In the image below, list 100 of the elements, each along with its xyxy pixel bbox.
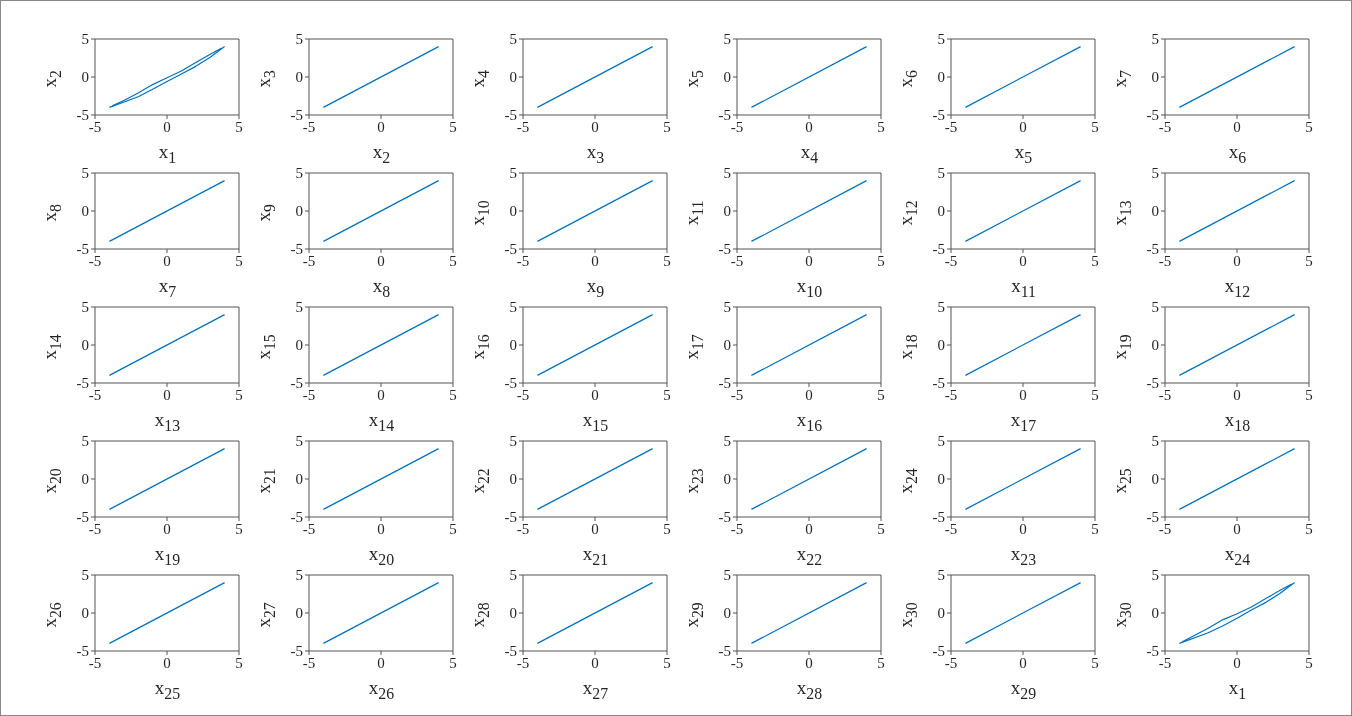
y-tick-label: 0: [295, 69, 303, 86]
y-tick-label: 5: [295, 433, 303, 450]
y-tick-label: 5: [937, 165, 945, 182]
x-tick-label: 5: [877, 520, 885, 537]
x-tick-label: 0: [805, 118, 813, 135]
y-tick-label: 5: [1151, 165, 1159, 182]
x-axis-title: x$_{3}$: [585, 141, 606, 168]
x-tick-label: 0: [377, 118, 385, 135]
x-axis-title: x$_{15}$: [581, 409, 610, 436]
y-tick-label: -5: [504, 241, 517, 258]
x-axis-title: x$_{19}$: [153, 543, 182, 570]
y-tick-label: 5: [1151, 567, 1159, 584]
x-axis-title: x$_{20}$: [367, 543, 396, 570]
y-tick-label: 5: [295, 31, 303, 48]
y-tick-label: -5: [76, 375, 89, 392]
y-tick-label: -5: [504, 107, 517, 124]
x-axis-title: x$_{1}$: [1227, 677, 1248, 704]
x-tick-label: 5: [449, 654, 457, 671]
y-tick-label: 0: [295, 605, 303, 622]
x-axis-title: x$_{27}$: [581, 677, 610, 704]
y-tick-label: -5: [290, 643, 303, 660]
x-axis-title: x$_{26}$: [367, 677, 396, 704]
x-tick-label: 0: [377, 520, 385, 537]
x-tick-label: 5: [663, 118, 671, 135]
x-axis-title: x$_{7}$: [157, 275, 178, 302]
x-axis-title: x$_{24}$: [1223, 543, 1252, 570]
x-axis-title: x$_{4}$: [799, 141, 820, 168]
y-tick-label: 5: [1151, 31, 1159, 48]
y-tick-label: 0: [1151, 337, 1159, 354]
x-axis-title: x$_{14}$: [367, 409, 396, 436]
y-tick-label: 0: [1151, 203, 1159, 220]
x-tick-label: 5: [449, 252, 457, 269]
y-tick-label: 5: [509, 299, 517, 316]
x-tick-label: 0: [591, 520, 599, 537]
x-tick-label: 5: [235, 520, 243, 537]
x-tick-label: 0: [1233, 520, 1241, 537]
x-tick-label: 0: [805, 252, 813, 269]
x-tick-label: 5: [1305, 386, 1313, 403]
x-tick-label: 5: [1091, 118, 1099, 135]
y-tick-label: -5: [504, 643, 517, 660]
y-tick-label: 5: [1151, 299, 1159, 316]
x-axis-title: x$_{2}$: [371, 141, 392, 168]
y-tick-label: -5: [1146, 643, 1159, 660]
x-tick-label: 0: [1233, 654, 1241, 671]
y-tick-label: -5: [290, 375, 303, 392]
y-tick-label: 0: [509, 471, 517, 488]
y-tick-label: -5: [76, 509, 89, 526]
x-tick-label: 0: [591, 386, 599, 403]
y-tick-label: 0: [937, 69, 945, 86]
x-axis-title: x$_{11}$: [1010, 275, 1037, 302]
x-tick-label: 0: [377, 386, 385, 403]
x-axis-title: x$_{29}$: [1009, 677, 1038, 704]
y-tick-label: 5: [937, 567, 945, 584]
y-tick-label: 0: [1151, 471, 1159, 488]
x-tick-label: 5: [1091, 252, 1099, 269]
x-axis-title: x$_{25}$: [153, 677, 182, 704]
x-axis-title: x$_{16}$: [795, 409, 824, 436]
y-tick-label: 0: [937, 471, 945, 488]
y-tick-label: 5: [723, 31, 731, 48]
y-tick-label: 0: [723, 69, 731, 86]
x-tick-label: 0: [377, 252, 385, 269]
x-tick-label: 0: [1233, 118, 1241, 135]
y-tick-label: 0: [1151, 69, 1159, 86]
y-tick-label: 5: [723, 299, 731, 316]
y-tick-label: -5: [932, 643, 945, 660]
x-tick-label: 5: [235, 118, 243, 135]
x-tick-label: 5: [663, 520, 671, 537]
x-tick-label: 5: [663, 252, 671, 269]
y-tick-label: 5: [937, 299, 945, 316]
x-tick-label: 5: [1091, 520, 1099, 537]
x-axis-title: x$_{6}$: [1227, 141, 1248, 168]
y-tick-label: 0: [937, 605, 945, 622]
x-tick-label: 0: [805, 520, 813, 537]
x-tick-label: 5: [1305, 654, 1313, 671]
y-tick-label: -5: [1146, 509, 1159, 526]
y-tick-label: -5: [718, 107, 731, 124]
x-tick-label: 5: [877, 118, 885, 135]
x-tick-label: 0: [163, 654, 171, 671]
y-tick-label: -5: [290, 509, 303, 526]
x-tick-label: 0: [1233, 386, 1241, 403]
x-axis-title: x$_{5}$: [1013, 141, 1034, 168]
x-tick-label: 0: [591, 252, 599, 269]
y-tick-label: -5: [932, 509, 945, 526]
y-tick-label: -5: [718, 643, 731, 660]
x-tick-label: 5: [449, 118, 457, 135]
y-tick-label: 5: [723, 433, 731, 450]
x-axis-title: x$_{12}$: [1223, 275, 1252, 302]
x-axis-title: x$_{13}$: [153, 409, 182, 436]
x-tick-label: 0: [377, 654, 385, 671]
y-tick-label: -5: [504, 375, 517, 392]
y-tick-label: -5: [76, 643, 89, 660]
x-axis-title: x$_{9}$: [585, 275, 606, 302]
x-tick-label: 5: [663, 386, 671, 403]
y-tick-label: 5: [509, 165, 517, 182]
y-tick-label: 0: [1151, 605, 1159, 622]
x-tick-label: 0: [1019, 654, 1027, 671]
x-tick-label: 5: [1091, 654, 1099, 671]
x-axis-title: x$_{10}$: [795, 275, 824, 302]
y-tick-label: 0: [81, 471, 89, 488]
x-tick-label: 5: [235, 654, 243, 671]
